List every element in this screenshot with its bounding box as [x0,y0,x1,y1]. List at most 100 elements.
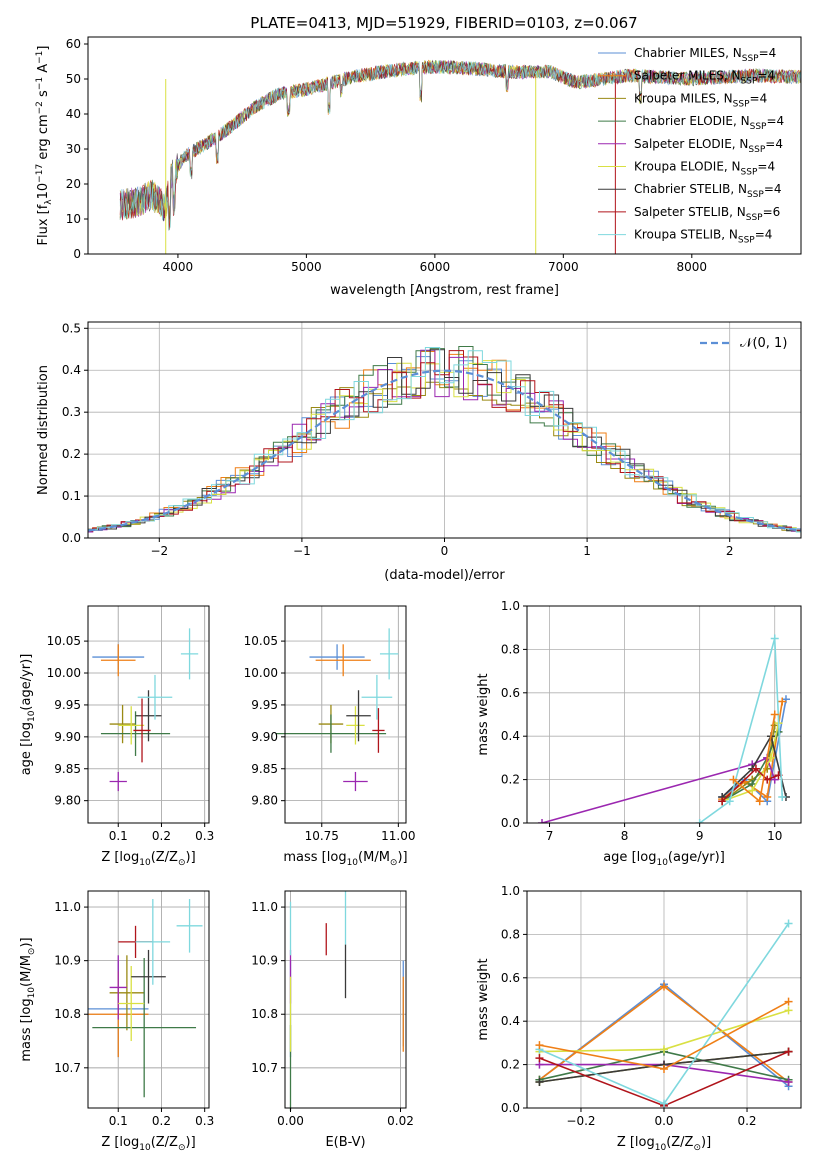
label-part: Flux [f [36,204,51,245]
x-axis-label: Z [log10(Z/Z⊙)] [101,850,195,868]
label-part: (Z/Z [666,1135,693,1150]
histogram-series-6 [88,349,801,533]
age-vs-metallicity-panel: 0.1 0.2 0.3 9.80 9.85 9.90 9.95 10.00 10.05 Z [lo… [19,605,214,868]
y-tick-label: 10.00 [47,666,81,680]
plot-area [538,634,790,823]
y-tick-label: 10.00 [244,666,278,680]
axes-frame [87,605,210,824]
label-part: −1 [35,77,45,90]
x-tick-label: −1 [293,544,311,558]
weight-marker-8-1 [660,1099,668,1108]
label-part: SSP [748,145,765,155]
x-tick-label: 10 [767,829,782,843]
label-part: )] [19,937,34,947]
x-tick-label: 4000 [163,260,194,274]
y-tick-label: 1.0 [501,599,520,613]
x-tick-label: 0.3 [195,1114,214,1128]
spectrum-panel: 4000 5000 6000 7000 8000 0 10 20 30 40 50 60 wavelen… [35,36,802,298]
label-part: Z [log [617,1135,655,1150]
label-part: )] [701,1135,711,1150]
label-part: 10 [27,987,37,999]
spectrum-line-8 [119,60,801,231]
legend-entry: Kroupa STELIB, NSSP=4 [634,228,772,246]
x-tick-label: 1 [583,544,591,558]
x-tick-label: 11.00 [381,829,415,843]
label-part: Salpeter STELIB, N [634,205,746,219]
legend-entry: Salpeter MILES, NSSP=4 [634,69,775,87]
age-vs-mass-panel: 10.75 11.00 9.80 9.85 9.90 9.95 10.00 10.05 mass… [244,605,416,868]
x-tick-label: −2 [150,544,168,558]
weight-marker-9-1 [755,797,764,806]
y-tick-label: 10.9 [251,954,278,968]
label-part: Kroupa ELODIE, N [634,160,741,174]
x-axis-label: E(B-V) [325,1135,365,1150]
y-tick-label: 9.80 [251,794,278,808]
label-part: (age/yr)] [668,850,725,865]
label-part: SSP [738,236,755,246]
y-tick-label: 60 [66,37,81,51]
figure-title: PLATE=0413, MJD=51929, FIBERID=0103, z=0… [250,14,637,32]
label-part: ⊙ [390,858,398,868]
legend-entry: Kroupa ELODIE, NSSP=4 [634,160,775,178]
axes-frame [284,605,407,824]
y-tick-label: 0 [73,247,81,261]
label-part: =4 [765,137,783,151]
axes-frame [87,36,802,255]
y-tick-label: 0.3 [62,405,81,419]
y-tick-label: 20 [66,177,81,191]
y-tick-label: 0.0 [501,816,520,830]
plot-area [119,59,801,254]
y-axis-label: mass [log10(M/M⊙)] [19,937,37,1061]
label-part: age [log [19,722,34,775]
x-tick-label: 0 [441,544,449,558]
weight-marker-9-2 [784,997,793,1006]
y-tick-label: 10.7 [54,1061,81,1075]
x-tick-label: 0.02 [387,1114,414,1128]
label-part: SSP [742,54,759,64]
weight-marker-7-1 [751,764,760,773]
histogram-series-8 [88,347,801,533]
legend-entry: Kroupa MILES, NSSP=4 [634,91,767,109]
data-points [92,628,199,792]
label-part: (M/M [358,850,390,865]
label-part: (M/M [19,955,34,987]
label-part: SSP [747,190,764,200]
x-tick-label: 0.3 [195,829,214,843]
label-part: ⊙ [27,948,37,956]
x-tick-label: 0.1 [109,829,128,843]
label-part: −1 [35,51,45,64]
label-part: λ [44,199,54,205]
x-tick-label: 7 [546,829,554,843]
label-part: 10 [656,858,668,868]
y-tick-label: 10.05 [47,634,81,648]
data-points [88,899,203,1098]
weight-marker-7-2 [784,1047,793,1056]
y-tick-label: 40 [66,107,81,121]
y-tick-label: 0.4 [501,1014,520,1028]
y-tick-label: 0.5 [62,321,81,335]
weight-marker-9-1 [660,1064,668,1073]
y-tick-label: 9.90 [251,730,278,744]
x-tick-label: 5000 [291,260,322,274]
x-tick-label: −0.2 [566,1114,595,1128]
label-part: mass [log [19,998,34,1061]
label-part: Salpeter ELODIE, N [634,137,748,151]
y-tick-label: 10.05 [244,634,278,648]
legend-entry: Salpeter STELIB, NSSP=6 [634,205,780,223]
x-tick-label: 8000 [677,260,708,274]
x-tick-label: 0.1 [109,1114,128,1128]
weight-marker-7-0 [718,797,727,806]
weight-marker-4-0 [538,819,547,823]
y-tick-label: 0.0 [62,531,81,545]
mass-vs-extinction-panel: 0.00 0.02 10.7 10.8 10.9 11.0 E(B-V) [251,890,414,1150]
weight-marker-4-2 [784,1077,793,1086]
x-tick-label: 0.2 [737,1114,756,1128]
x-tick-label: 0.2 [152,1114,171,1128]
y-tick-label: 0.2 [62,447,81,461]
y-tick-label: 0.1 [62,489,81,503]
y-tick-label: 0.8 [501,642,520,656]
histogram-series-2 [88,381,801,531]
weight-marker-8-3 [778,792,787,801]
label-part: ⊙ [693,1143,701,1153]
